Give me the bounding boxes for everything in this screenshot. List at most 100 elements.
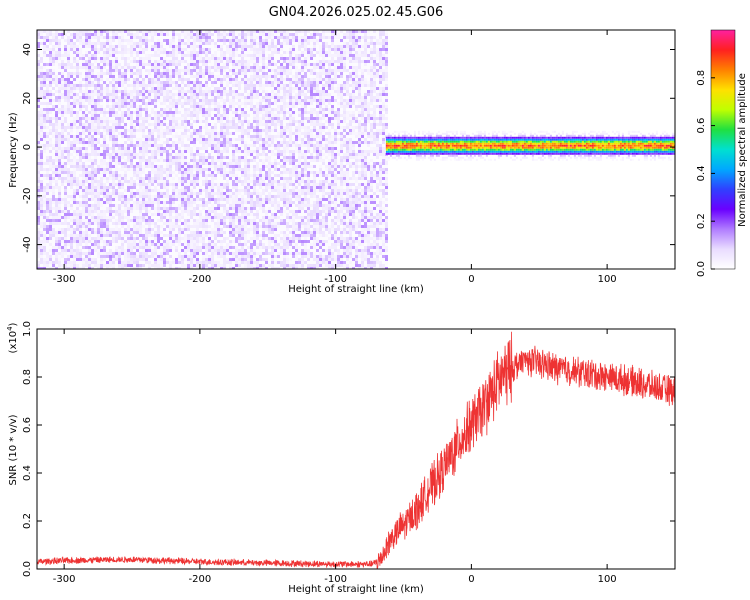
spectrogram-cell <box>106 267 109 269</box>
spectrogram-cell <box>37 207 40 210</box>
spectrogram-cell <box>85 210 88 213</box>
spectrogram-cell <box>106 201 109 204</box>
spectrogram-cell <box>52 123 55 126</box>
spectrogram-cell <box>52 186 55 189</box>
spectrogram-cell <box>160 264 163 267</box>
spectrogram-cell <box>112 174 115 177</box>
spectrogram-cell <box>151 210 154 213</box>
spectrogram-cell <box>61 195 64 198</box>
spectrogram-cell <box>214 69 217 72</box>
spectrogram-cell <box>217 129 220 132</box>
spectrogram-cell <box>121 30 124 33</box>
spectrogram-cell <box>163 150 166 153</box>
spectrogram-cell <box>130 114 133 117</box>
spectrogram-cell <box>148 117 151 120</box>
spectrogram-cell <box>61 150 64 153</box>
spectrogram-cell <box>181 60 184 63</box>
spectrogram-cell <box>139 45 142 48</box>
spectrogram-cell <box>151 63 154 66</box>
spectrogram-cell <box>40 120 43 123</box>
spectrogram-cell <box>43 153 46 156</box>
spectrogram-cell <box>193 45 196 48</box>
spectrogram-cell <box>118 57 121 60</box>
spectrogram-cell <box>127 84 130 87</box>
spectrogram-cell <box>88 57 91 60</box>
spectrogram-cell <box>103 66 106 69</box>
spectrogram-cell <box>154 171 157 174</box>
spectrogram-cell <box>70 96 73 99</box>
spectrogram-cell <box>55 90 58 93</box>
spectrogram-cell <box>100 42 103 45</box>
spectrogram-cell <box>205 234 208 237</box>
spectrogram-cell <box>64 60 67 63</box>
spectrogram-cell <box>58 159 61 162</box>
spectrogram-cell <box>64 111 67 114</box>
spectrogram-cell <box>178 114 181 117</box>
spectrogram-cell <box>49 105 52 108</box>
spectrogram-cell <box>211 252 214 255</box>
spectrogram-cell <box>214 54 217 57</box>
spectrogram-cell <box>46 165 49 168</box>
spectrogram-cell <box>40 81 43 84</box>
spectrogram-cell <box>100 48 103 51</box>
spectrogram-cell <box>55 39 58 42</box>
spectrogram-cell <box>175 84 178 87</box>
spectrogram-cell <box>40 126 43 129</box>
spectrogram-cell <box>106 111 109 114</box>
spectrogram-cell <box>52 99 55 102</box>
spectrogram-cell <box>76 81 79 84</box>
spectrogram-cell <box>175 57 178 60</box>
spectrogram-cell <box>37 183 40 186</box>
spectrogram-cell <box>73 177 76 180</box>
spectrogram-cell <box>97 135 100 138</box>
spectrogram-cell <box>142 195 145 198</box>
spectrogram-cell <box>127 174 130 177</box>
spectrogram-cell <box>205 174 208 177</box>
spectrogram-cell <box>136 207 139 210</box>
spectrogram-cell <box>37 255 40 258</box>
spectrogram-cell <box>151 168 154 171</box>
spectrogram-cell <box>139 54 142 57</box>
spectrogram-cell <box>175 246 178 249</box>
spectrogram-cell <box>157 51 160 54</box>
spectrogram-cell <box>139 252 142 255</box>
spectrogram-cell <box>82 138 85 141</box>
spectrogram-cell <box>187 171 190 174</box>
spectrogram-cell <box>115 162 118 165</box>
spectrogram-cell <box>178 258 181 261</box>
spectrogram-cell <box>58 72 61 75</box>
spectrogram-cell <box>157 57 160 60</box>
spectrogram-cell <box>214 258 217 261</box>
spectrogram-cell <box>166 165 169 168</box>
spectrogram-cell <box>154 57 157 60</box>
spectrogram-cell <box>190 180 193 183</box>
spectrogram-cell <box>184 162 187 165</box>
spectrogram-cell <box>85 231 88 234</box>
spectrogram-cell <box>49 252 52 255</box>
spectrogram-cell <box>190 156 193 159</box>
spectrogram-cell <box>193 144 196 147</box>
spectrogram-cell <box>61 36 64 39</box>
spectrogram-cell <box>154 153 157 156</box>
spectrogram-cell <box>94 111 97 114</box>
spectrogram-cell <box>64 63 67 66</box>
spectrogram-cell <box>169 81 172 84</box>
spectrogram-cell <box>106 135 109 138</box>
spectrogram-cell <box>139 222 142 225</box>
spectrogram-cell <box>52 96 55 99</box>
spectrogram-cell <box>196 102 199 105</box>
spectrogram-cell <box>139 228 142 231</box>
spectrogram-cell <box>172 75 175 78</box>
spectrogram-cell <box>58 117 61 120</box>
spectrogram-cell <box>61 39 64 42</box>
spectrogram-cell <box>49 201 52 204</box>
spectrogram-cell <box>52 105 55 108</box>
spectrogram-cell <box>130 207 133 210</box>
spectrogram-cell <box>109 204 112 207</box>
spectrogram-cell <box>214 192 217 195</box>
spectrogram-cell <box>187 78 190 81</box>
spectrogram-cell <box>169 60 172 63</box>
spectrogram-cell <box>157 165 160 168</box>
spectrogram-cell <box>160 135 163 138</box>
spectrogram-cell <box>52 66 55 69</box>
